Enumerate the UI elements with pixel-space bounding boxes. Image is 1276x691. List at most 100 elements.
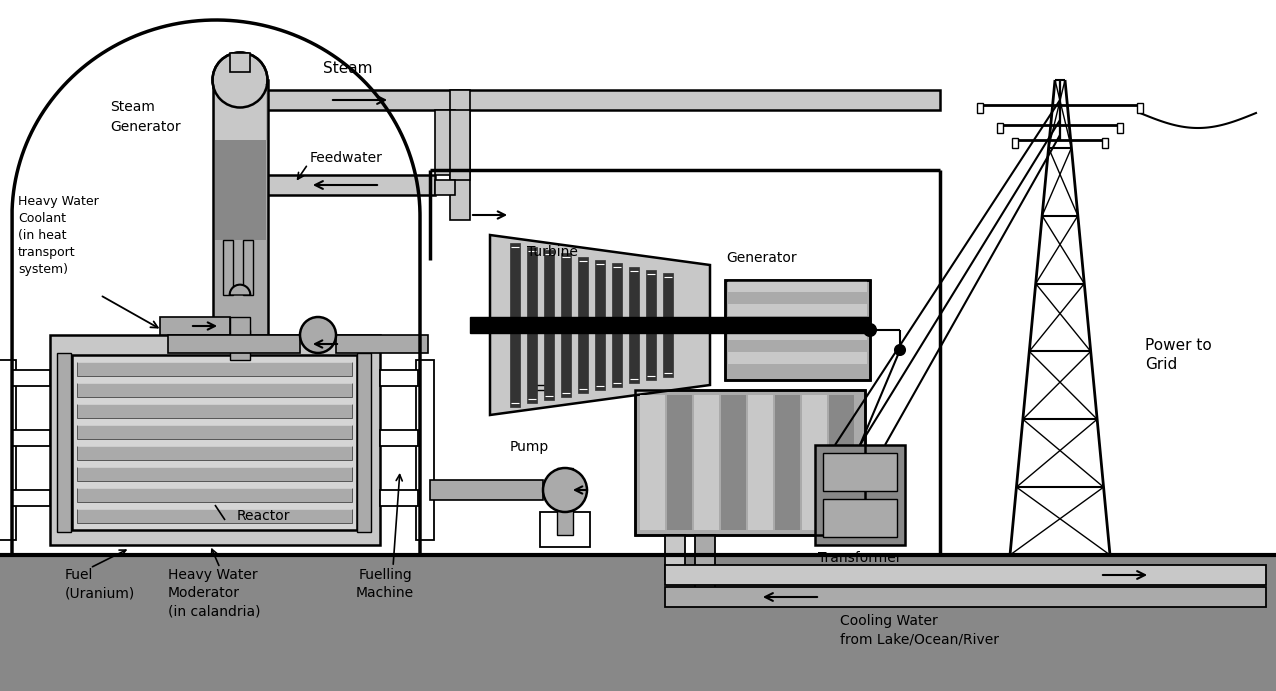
Bar	[803, 395, 827, 530]
Text: Heavy Water
Moderator
(in calandria): Heavy Water Moderator (in calandria)	[168, 568, 260, 619]
Bar	[729, 352, 866, 364]
Text: Reactor: Reactor	[237, 509, 291, 523]
Bar	[997, 123, 1003, 133]
Text: Steam
Generator: Steam Generator	[110, 100, 181, 133]
Bar	[357, 353, 371, 532]
Text: Pump: Pump	[510, 440, 549, 454]
Bar	[725, 280, 870, 380]
Bar	[430, 480, 544, 500]
Bar	[77, 467, 352, 481]
Bar	[1102, 138, 1108, 148]
Bar	[695, 535, 715, 603]
Bar	[77, 404, 352, 418]
Bar	[214, 85, 265, 140]
Circle shape	[544, 468, 587, 512]
Bar	[646, 270, 656, 380]
Bar	[223, 240, 234, 295]
Bar	[57, 353, 71, 532]
Bar	[435, 180, 456, 195]
Text: Cooling Water
from Lake/Ocean/River: Cooling Water from Lake/Ocean/River	[840, 614, 999, 646]
Bar	[595, 260, 605, 390]
Bar	[665, 535, 685, 580]
Bar	[775, 395, 800, 530]
Bar	[250, 90, 940, 110]
Bar	[77, 383, 352, 397]
Bar	[160, 317, 230, 335]
Bar	[729, 280, 866, 292]
Text: Power to
Grid: Power to Grid	[1145, 338, 1212, 372]
Bar	[729, 292, 866, 304]
Circle shape	[894, 345, 905, 355]
Text: Feedwater: Feedwater	[310, 151, 383, 165]
Bar	[416, 360, 434, 540]
Bar	[544, 250, 554, 400]
Bar	[635, 390, 865, 535]
Bar	[11, 490, 50, 506]
Bar	[230, 53, 250, 72]
Wedge shape	[230, 285, 250, 295]
Bar	[380, 490, 419, 506]
Text: Heavy Water
Coolant
(in heat
transport
system): Heavy Water Coolant (in heat transport s…	[18, 195, 98, 276]
Bar	[729, 328, 866, 340]
Bar	[1137, 103, 1143, 113]
Bar	[213, 80, 268, 335]
Bar	[612, 263, 621, 387]
Bar	[635, 390, 865, 535]
Text: Turbine: Turbine	[527, 245, 578, 259]
Bar	[748, 395, 773, 530]
Bar	[977, 103, 983, 113]
Bar	[77, 488, 352, 502]
Bar	[450, 90, 470, 220]
Bar	[11, 430, 50, 446]
Bar	[561, 253, 570, 397]
Bar	[530, 385, 550, 390]
Bar	[527, 247, 537, 403]
Circle shape	[300, 317, 336, 353]
Text: Generator: Generator	[726, 251, 796, 265]
Bar	[77, 425, 352, 439]
Bar	[823, 499, 897, 537]
Bar	[380, 370, 419, 386]
Bar	[11, 370, 50, 386]
Bar	[729, 304, 866, 316]
Bar	[664, 273, 672, 377]
Bar	[629, 267, 639, 383]
Polygon shape	[490, 235, 709, 415]
Bar	[250, 175, 435, 195]
Bar	[641, 395, 665, 530]
Bar	[510, 243, 521, 407]
Bar	[77, 362, 352, 376]
Bar	[721, 395, 746, 530]
Bar	[0, 555, 1276, 691]
Bar	[168, 335, 300, 353]
Bar	[0, 360, 17, 540]
Bar	[665, 565, 1266, 585]
Text: Fuelling
Machine: Fuelling Machine	[356, 568, 415, 600]
Bar	[50, 335, 380, 545]
Bar	[242, 240, 253, 295]
Bar	[694, 395, 718, 530]
Bar	[380, 430, 419, 446]
Ellipse shape	[213, 53, 268, 108]
Text: Steam: Steam	[323, 61, 373, 75]
Circle shape	[864, 324, 877, 336]
Bar	[71, 355, 357, 530]
Bar	[578, 257, 588, 393]
Bar	[1012, 138, 1018, 148]
Bar	[435, 110, 456, 175]
Bar	[77, 446, 352, 460]
Bar	[230, 330, 250, 360]
Bar	[823, 453, 897, 491]
Bar	[729, 364, 866, 376]
Bar	[558, 468, 573, 535]
Bar	[214, 140, 265, 240]
Bar	[729, 340, 866, 352]
Bar	[729, 316, 866, 328]
Text: Fuel
(Uranium): Fuel (Uranium)	[65, 568, 135, 600]
Bar	[450, 110, 470, 180]
Bar	[725, 280, 870, 380]
Bar	[665, 587, 1266, 607]
Bar	[336, 335, 427, 353]
Bar	[667, 395, 692, 530]
Bar	[77, 509, 352, 523]
